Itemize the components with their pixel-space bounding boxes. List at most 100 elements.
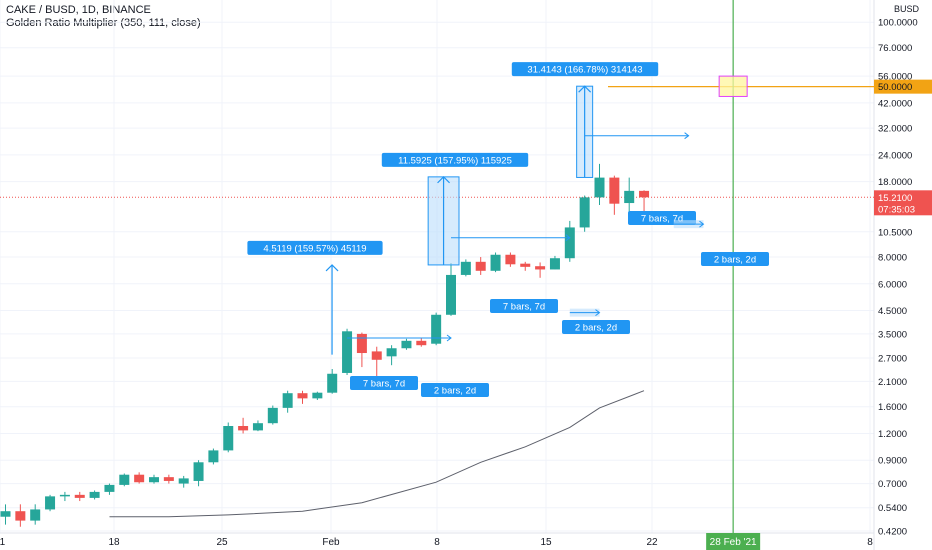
- date-marker-tag-bg: [706, 533, 761, 550]
- target-price-tag: 50.0000: [878, 82, 912, 93]
- candle-body[interactable]: [609, 177, 620, 204]
- candle-body[interactable]: [505, 254, 516, 265]
- candle-body[interactable]: [238, 426, 249, 431]
- bar-range-label-bg: [421, 383, 489, 397]
- target-box[interactable]: [718, 75, 748, 97]
- price-tick-label: 18.0000: [878, 177, 912, 188]
- bar-range-arrowhead: [684, 132, 690, 140]
- price-unit-label: BUSD: [894, 4, 920, 14]
- candle-body[interactable]: [163, 477, 174, 481]
- bar-range-arrowhead: [699, 220, 705, 228]
- candle-body[interactable]: [30, 509, 41, 521]
- measure-arrow-head: [578, 85, 592, 93]
- candle-body[interactable]: [342, 331, 353, 373]
- candle-body[interactable]: [639, 190, 650, 198]
- price-tick-label: 0.9000: [878, 456, 907, 467]
- indicator-legend: Golden Ratio Multiplier (350, 111, close…: [6, 17, 201, 29]
- candle-body[interactable]: [475, 261, 486, 271]
- candle-body[interactable]: [149, 477, 159, 483]
- candle-body[interactable]: [178, 478, 189, 484]
- candle-body[interactable]: [520, 263, 531, 267]
- time-tick-label: 8: [867, 537, 873, 548]
- symbol-title: CAKE / BUSD, 1D, BINANCE: [6, 4, 151, 16]
- date-marker-tag: 28 Feb '21: [710, 537, 757, 548]
- measure-arrow-head: [437, 176, 450, 184]
- candle-body[interactable]: [15, 511, 26, 521]
- price-tick-label: 0.7000: [878, 479, 907, 490]
- bar-range-label-bg: [350, 376, 418, 390]
- candle-body[interactable]: [312, 392, 323, 399]
- candle-body[interactable]: [356, 333, 367, 354]
- last-price-tag-bg: [874, 190, 932, 216]
- bar-range-label: 2 bars, 2d: [714, 255, 756, 266]
- candle-body[interactable]: [386, 348, 397, 357]
- candle-body[interactable]: [490, 254, 501, 271]
- time-tick-label: 11: [0, 537, 6, 548]
- candle-body[interactable]: [104, 484, 115, 492]
- candle-body[interactable]: [594, 177, 605, 198]
- candle-body[interactable]: [208, 450, 219, 463]
- candle-body[interactable]: [460, 261, 471, 275]
- bar-range-arrowhead: [595, 309, 601, 317]
- bar-range-label-bg: [562, 320, 630, 334]
- candle-body[interactable]: [267, 407, 278, 424]
- candle-body[interactable]: [223, 426, 234, 451]
- bar-range-arrowhead: [565, 234, 571, 242]
- candle-body[interactable]: [416, 340, 427, 346]
- price-tick-label: 2.1000: [878, 377, 907, 388]
- candle-body[interactable]: [193, 462, 204, 481]
- price-tick-label: 4.5000: [878, 306, 907, 317]
- candle-body[interactable]: [0, 511, 11, 517]
- candle-body[interactable]: [119, 474, 130, 485]
- candle-body[interactable]: [45, 496, 56, 510]
- bar-range-label-bg: [701, 252, 769, 266]
- candle-body[interactable]: [431, 314, 442, 344]
- measure-label: 4.5119 (159.57%) 45119: [263, 243, 366, 254]
- time-tick-label: 25: [216, 537, 228, 548]
- candle-body[interactable]: [371, 351, 382, 360]
- measure-arrow-head: [325, 264, 339, 272]
- price-tick-label: 1.2000: [878, 429, 907, 440]
- candle-body[interactable]: [282, 393, 293, 408]
- last-price-tag: 15.2100: [878, 193, 912, 204]
- price-tick-label: 56.0000: [878, 72, 912, 83]
- price-tick-label: 1.6000: [878, 402, 907, 413]
- price-tick-label: 8.0000: [878, 253, 907, 264]
- time-tick-label: 8: [434, 537, 440, 548]
- candle-body[interactable]: [59, 494, 70, 497]
- candle-body[interactable]: [327, 373, 338, 393]
- price-tick-label: 10.5000: [878, 227, 912, 238]
- candle-body[interactable]: [297, 393, 308, 399]
- candle-body[interactable]: [579, 197, 590, 228]
- measure-label-bg: [511, 62, 659, 77]
- measure-label: 31.4143 (166.78%) 314143: [527, 65, 642, 76]
- countdown-label: 07:35:03: [878, 204, 915, 215]
- time-tick-label: 15: [540, 537, 552, 548]
- price-tick-label: 3.5000: [878, 329, 907, 340]
- price-tick-label: 2.7000: [878, 354, 907, 365]
- bar-range-arrowhead: [446, 334, 452, 342]
- candle-body[interactable]: [252, 423, 263, 431]
- candle-body[interactable]: [134, 474, 145, 483]
- candle-body[interactable]: [401, 340, 412, 349]
- candle-body[interactable]: [89, 491, 100, 498]
- candle-body[interactable]: [549, 258, 560, 270]
- bar-range-label: 7 bars, 7d: [363, 379, 405, 390]
- bar-range-label-bg: [490, 299, 558, 313]
- bar-range-label: 7 bars, 7d: [503, 302, 545, 313]
- bar-range-label: 2 bars, 2d: [575, 323, 617, 334]
- candle-body[interactable]: [535, 266, 546, 270]
- candle-body[interactable]: [624, 190, 635, 204]
- time-tick-label: 22: [646, 537, 658, 548]
- price-tick-label: 76.0000: [878, 43, 912, 54]
- golden-ratio-multiplier-line: [109, 390, 645, 518]
- time-tick-label: Feb: [322, 537, 340, 548]
- price-tick-label: 100.0000: [878, 18, 918, 29]
- candle-body[interactable]: [74, 494, 85, 498]
- bar-range-label: 7 bars, 7d: [641, 214, 683, 225]
- candle-body[interactable]: [564, 227, 575, 259]
- candle-body[interactable]: [446, 274, 456, 315]
- measure-label: 11.5925 (157.95%) 115925: [398, 155, 512, 166]
